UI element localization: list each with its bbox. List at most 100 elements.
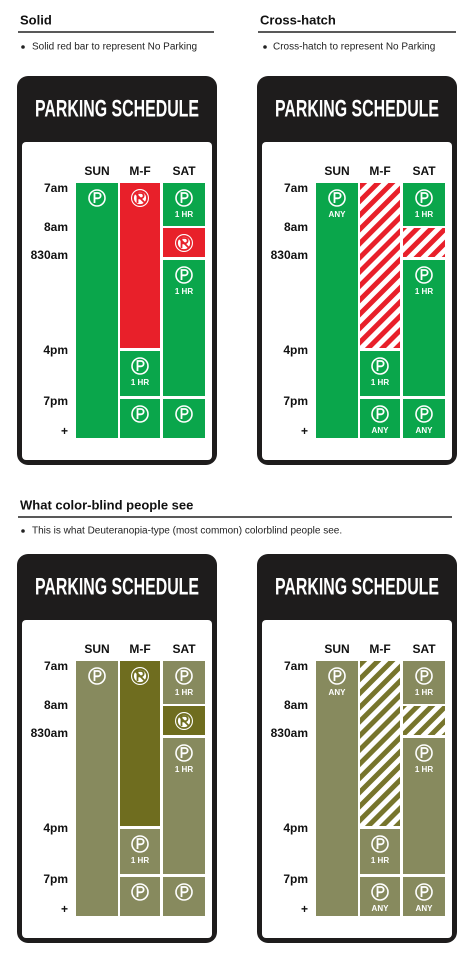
cell-label: 1 HR bbox=[175, 287, 193, 296]
no-parking-block bbox=[360, 183, 400, 348]
icon-slash bbox=[134, 192, 146, 204]
day-header: SUN bbox=[324, 164, 349, 178]
icon-ring bbox=[131, 835, 149, 853]
icon-p bbox=[376, 838, 385, 849]
icon-p bbox=[180, 192, 189, 203]
cell-label: 1 HR bbox=[131, 856, 149, 865]
icon-ring bbox=[175, 266, 193, 284]
icon-ring bbox=[371, 405, 389, 423]
icon-p bbox=[180, 747, 189, 758]
cell-label: ANY bbox=[329, 688, 347, 697]
bullet: This is what Deuteranopia-type (most com… bbox=[32, 526, 342, 537]
time-label: 830am bbox=[271, 726, 308, 740]
time-label: 7pm bbox=[43, 872, 68, 886]
time-label: 7am bbox=[284, 659, 308, 673]
icon-p bbox=[376, 886, 385, 897]
parking-sign: PARKING SCHEDULE SUN M-F SAT 7am 8am 830am 4pm 7… bbox=[257, 76, 457, 465]
time-label: 8am bbox=[44, 698, 68, 712]
parking-icon bbox=[131, 405, 149, 423]
bullet: Solid red bar to represent No Parking bbox=[32, 42, 197, 53]
parking-icon bbox=[415, 189, 433, 207]
parking-icon bbox=[131, 835, 149, 853]
icon-ring bbox=[131, 405, 149, 423]
icon-p bbox=[136, 886, 145, 897]
sign-title: PARKING SCHEDULE bbox=[275, 95, 439, 122]
time-label: 7pm bbox=[283, 394, 308, 408]
icon-ring bbox=[415, 883, 433, 901]
parking-icon bbox=[175, 744, 193, 762]
parking-icon bbox=[88, 667, 106, 685]
icon-ring bbox=[371, 883, 389, 901]
parking-icon bbox=[415, 667, 433, 685]
cell-label: ANY bbox=[416, 904, 434, 913]
parking-icon bbox=[371, 883, 389, 901]
icon-ring bbox=[415, 744, 433, 762]
icon-ring bbox=[175, 189, 193, 207]
parking-sign: PARKING SCHEDULE SUN M-F SAT 7am 8am 830am 4pm 7… bbox=[17, 554, 217, 943]
time-label: 7pm bbox=[283, 872, 308, 886]
time-label: 4pm bbox=[283, 343, 308, 357]
parking-block bbox=[163, 399, 205, 438]
heading: Solid bbox=[20, 12, 52, 27]
day-header: M-F bbox=[369, 164, 390, 178]
day-header: M-F bbox=[369, 642, 390, 656]
parking-icon bbox=[415, 266, 433, 284]
icon-ring bbox=[131, 357, 149, 375]
time-label: 8am bbox=[284, 698, 308, 712]
day-header: M-F bbox=[129, 642, 150, 656]
icon-p bbox=[333, 192, 342, 203]
section-colorblind: What color-blind people see This is what… bbox=[18, 497, 452, 537]
icon-ring bbox=[176, 235, 192, 251]
icon-slash bbox=[178, 715, 190, 727]
cell-label: 1 HR bbox=[371, 378, 389, 387]
time-label: + bbox=[61, 424, 68, 438]
icon-ring bbox=[132, 668, 148, 684]
time-label: 830am bbox=[271, 248, 308, 262]
icon-p bbox=[93, 670, 102, 681]
time-label: 4pm bbox=[283, 821, 308, 835]
section-hatch: Cross-hatch Cross-hatch to represent No … bbox=[258, 12, 456, 53]
time-label: 830am bbox=[31, 248, 68, 262]
parking-icon bbox=[175, 189, 193, 207]
icon-ring bbox=[88, 189, 106, 207]
parking-block bbox=[403, 260, 445, 396]
bullet-dot bbox=[21, 45, 25, 49]
parking-block bbox=[76, 661, 118, 916]
icon-ring bbox=[175, 883, 193, 901]
icon-ring bbox=[415, 405, 433, 423]
no-parking-block bbox=[360, 661, 400, 826]
icon-p bbox=[420, 408, 429, 419]
no-parking-block bbox=[120, 183, 160, 348]
cell-label: 1 HR bbox=[175, 210, 193, 219]
icon-ring bbox=[371, 835, 389, 853]
time-label: + bbox=[61, 902, 68, 916]
day-header: SUN bbox=[84, 164, 109, 178]
parking-block bbox=[163, 877, 205, 916]
day-header: SAT bbox=[172, 164, 196, 178]
icon-p bbox=[420, 747, 429, 758]
no-parking-icon bbox=[175, 712, 193, 730]
parking-icon bbox=[175, 667, 193, 685]
no-parking-block bbox=[120, 661, 160, 826]
cell-label: ANY bbox=[372, 426, 390, 435]
time-label: 7am bbox=[44, 659, 68, 673]
icon-slash bbox=[178, 237, 190, 249]
icon-p bbox=[180, 269, 189, 280]
parking-icon bbox=[131, 357, 149, 375]
parking-block bbox=[120, 399, 160, 438]
heading: What color-blind people see bbox=[20, 497, 193, 512]
parking-block bbox=[76, 183, 118, 438]
time-label: + bbox=[301, 902, 308, 916]
icon-p bbox=[136, 838, 145, 849]
time-label: 7am bbox=[284, 181, 308, 195]
parking-icon bbox=[415, 883, 433, 901]
icon-ring bbox=[132, 190, 148, 206]
parking-icon bbox=[175, 405, 193, 423]
cell-label: ANY bbox=[372, 904, 390, 913]
time-label: 8am bbox=[284, 220, 308, 234]
time-label: 4pm bbox=[43, 821, 68, 835]
heading: Cross-hatch bbox=[260, 12, 336, 27]
icon-p bbox=[420, 269, 429, 280]
day-header: SAT bbox=[412, 642, 436, 656]
icon-p bbox=[420, 886, 429, 897]
